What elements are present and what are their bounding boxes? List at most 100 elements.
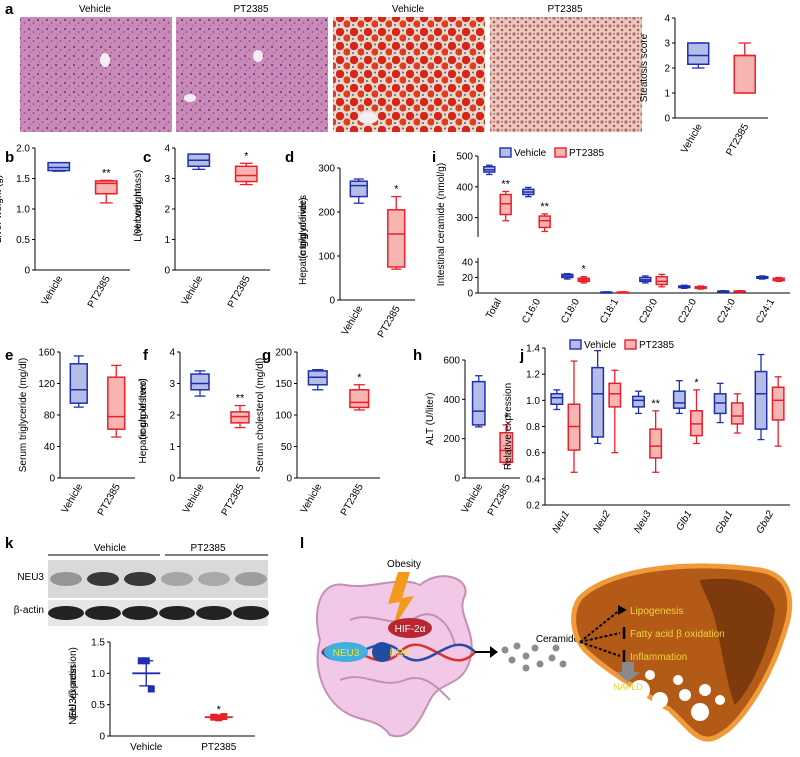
lipid-droplet	[673, 675, 683, 685]
box	[730, 402, 744, 425]
box	[550, 393, 564, 406]
y-tick-label: 4	[169, 348, 175, 359]
panel-letter: l	[300, 535, 304, 552]
actin-band	[48, 606, 84, 620]
y-tick-label: 100	[275, 411, 292, 422]
x-tick-label: C18:0	[559, 297, 582, 326]
y-tick-label: 1.0	[526, 396, 540, 407]
group-label: Vehicle	[94, 543, 127, 554]
significance-mark: **	[501, 178, 510, 190]
lipid-droplet	[691, 703, 709, 721]
significance-mark: *	[504, 412, 509, 424]
y-tick-label: 1.2	[526, 370, 540, 381]
ceramide-dot	[536, 660, 544, 668]
x-tick-label: C24:0	[715, 297, 738, 326]
x-tick-label: PT2385	[96, 482, 123, 518]
y-tick-label: 1.0	[91, 669, 105, 680]
chart-c: c 0 1 2 3 4 Liver weight(% body mass) Vehicle * P…	[133, 144, 270, 310]
lipid-droplet	[679, 689, 691, 701]
y-tick-label: 20	[462, 273, 474, 284]
x-tick-label: Gba2	[754, 509, 776, 536]
y-tick-label: 300	[318, 164, 335, 175]
panel-letter: g	[262, 347, 271, 364]
y-axis-label-line: (mg/g of liver)	[138, 378, 149, 439]
x-tick-label: PT2385	[339, 482, 366, 518]
arrow-head-icon	[490, 646, 498, 658]
ceramide-dot	[552, 644, 560, 652]
vessel-lumen	[184, 94, 196, 102]
image-label: Vehicle	[392, 4, 425, 15]
chart-g: g 0 50 100 150 200 Serum cholesterol (mg/dl) Ve…	[255, 347, 380, 518]
box	[499, 193, 512, 216]
x-tick-label: PT2385	[226, 274, 253, 310]
y-axis-label-line: NEU3/β-actin	[68, 665, 79, 725]
liver-pathway-label: Lipogenesis	[630, 606, 683, 617]
y-axis-label: Serum cholesterol (mg/dl)	[255, 358, 266, 472]
hif-protein	[388, 618, 432, 638]
significance-mark: **	[540, 201, 549, 213]
box	[591, 366, 605, 438]
y-tick-label: 1.4	[526, 344, 540, 355]
x-tick-label: Vehicle	[679, 122, 705, 156]
lightning-icon	[388, 572, 414, 630]
histology-image	[490, 17, 642, 132]
box	[107, 376, 126, 430]
y-tick-label: 0	[664, 114, 670, 125]
y-axis-label: Liver weight(% body mass)	[133, 170, 144, 242]
legend-label: PT2385	[569, 148, 604, 159]
y-axis-label-line: (mg/g of liver)	[298, 197, 309, 258]
panel-letter: f	[143, 347, 149, 364]
y-tick-label: 0.6	[526, 448, 540, 459]
x-tick-label: Total	[484, 297, 504, 321]
box	[190, 373, 210, 391]
panel-letter: i	[432, 149, 436, 166]
y-tick-label: 0	[329, 296, 335, 307]
y-tick-label: 0	[169, 474, 175, 485]
y-axis-label-line: Liver weight	[133, 188, 144, 242]
y-tick-label: 160	[38, 348, 55, 359]
y-tick-label: 1	[164, 235, 170, 246]
neu3-band	[124, 572, 156, 586]
y-tick-label: 300	[456, 213, 473, 224]
y-axis-label: Serum triglyceride (mg/dl)	[18, 358, 29, 472]
y-tick-label: 0	[454, 474, 460, 485]
lipid-droplet	[626, 701, 634, 709]
box	[94, 180, 118, 195]
y-tick-label: 500	[456, 152, 473, 163]
x-tick-label: C20:0	[637, 297, 660, 326]
actin-band	[196, 606, 232, 620]
y-tick-label: 3	[164, 174, 170, 185]
ceramide-dot	[508, 656, 516, 664]
histology-image	[20, 17, 172, 132]
pathway-arrow	[579, 632, 621, 643]
y-tick-label: 2	[169, 411, 175, 422]
box	[349, 180, 368, 198]
hif-label: HIF-2α	[395, 624, 426, 635]
chart-k_quant: 0 0.5 1.0 1.5 NEU3/β-actin(rel. expression) V…	[68, 638, 255, 753]
y-tick-label: 1.5	[16, 174, 30, 185]
y-tick-label: 1.0	[16, 205, 30, 216]
intestine-fold	[339, 676, 451, 701]
y-axis-label: Liver weight (g)	[0, 175, 4, 243]
box	[771, 386, 785, 421]
neu3-band	[50, 572, 82, 586]
y-tick-label: 0.2	[526, 501, 540, 512]
legend-label: Vehicle	[584, 340, 617, 351]
y-tick-label: 0.5	[91, 700, 105, 711]
box	[69, 363, 88, 404]
neu3-gene	[324, 642, 368, 662]
panel-l: l Obesity HIF-2α NEU3 HRE Ceramides Lipogenesi…	[300, 535, 793, 742]
box	[649, 428, 663, 459]
panel-letter: b	[5, 149, 14, 166]
liver-pathway-label: Inflammation	[630, 652, 687, 663]
box	[538, 215, 551, 229]
neu3-label: NEU3	[333, 648, 360, 659]
x-tick-label: Vehicle	[299, 482, 325, 516]
neu3-band	[87, 572, 119, 586]
panel-letter: d	[285, 149, 294, 166]
blot-label: NEU3	[17, 572, 44, 583]
liver-lobe-shadow	[700, 578, 775, 705]
box	[499, 432, 514, 464]
x-tick-label: Vehicle	[460, 482, 486, 516]
lipid-droplet	[660, 710, 670, 720]
